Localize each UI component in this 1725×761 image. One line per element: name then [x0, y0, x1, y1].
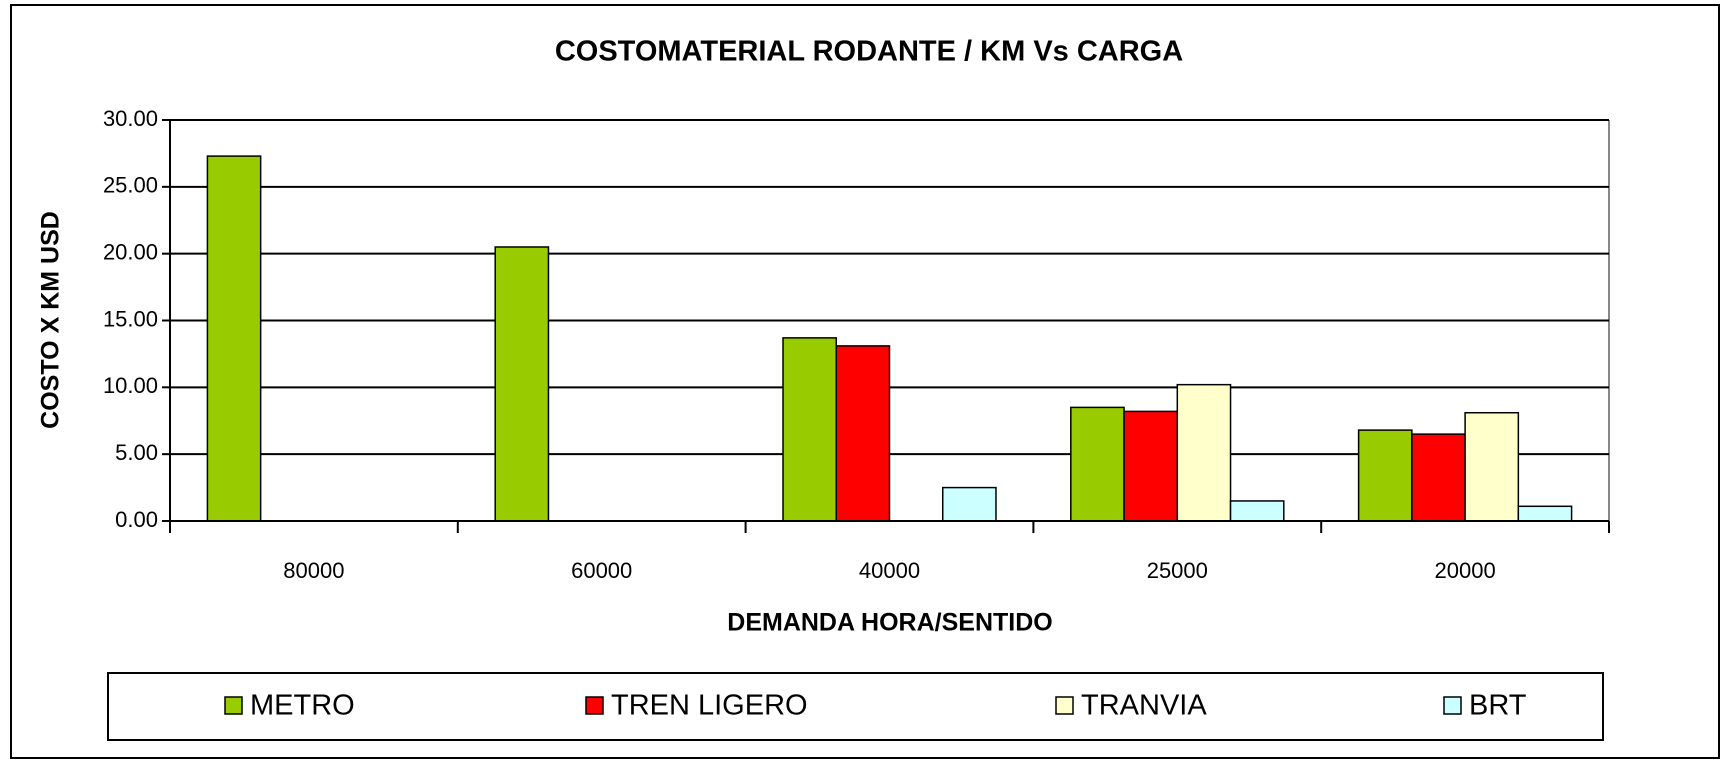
x-tick-label: 60000	[571, 558, 632, 583]
x-tick-label: 80000	[283, 558, 344, 583]
bar	[1070, 406, 1125, 522]
y-tick-label: 15.00	[103, 306, 158, 331]
y-tick-label: 25.00	[103, 173, 158, 198]
bar	[782, 337, 838, 522]
bar	[1229, 500, 1285, 522]
x-axis-title: DEMANDA HORA/SENTIDO	[727, 609, 1052, 637]
chart-title: COSTOMATERIAL RODANTE / KM Vs CARGA	[555, 36, 1183, 68]
bar	[1123, 410, 1179, 522]
x-tick-label: 20000	[1435, 558, 1496, 583]
legend-box	[107, 672, 1604, 741]
bar	[835, 345, 891, 522]
y-tick-label: 10.00	[103, 373, 158, 398]
bar	[1357, 429, 1413, 522]
y-tick-label: 0.00	[115, 507, 158, 532]
y-tick-label: 5.00	[115, 440, 158, 465]
x-tick-label: 40000	[859, 558, 920, 583]
legend-label: METRO	[250, 690, 355, 722]
bar	[941, 486, 997, 522]
y-tick-label: 30.00	[103, 106, 158, 131]
y-axis-title: COSTO X KM USD	[37, 211, 65, 429]
legend-swatch	[585, 696, 604, 715]
x-tick-label: 25000	[1147, 558, 1208, 583]
bar	[1517, 505, 1573, 522]
legend-swatch	[224, 696, 243, 715]
legend-label: BRT	[1469, 690, 1527, 722]
legend-label: TREN LIGERO	[611, 690, 808, 722]
y-tick-label: 20.00	[103, 239, 158, 264]
legend-swatch	[1443, 696, 1462, 715]
bar	[1464, 411, 1520, 522]
bar	[1411, 433, 1466, 522]
legend-swatch	[1055, 696, 1074, 715]
bar	[1176, 383, 1232, 522]
legend-label: TRANVIA	[1081, 690, 1207, 722]
bar	[206, 155, 262, 522]
bar	[494, 246, 550, 522]
